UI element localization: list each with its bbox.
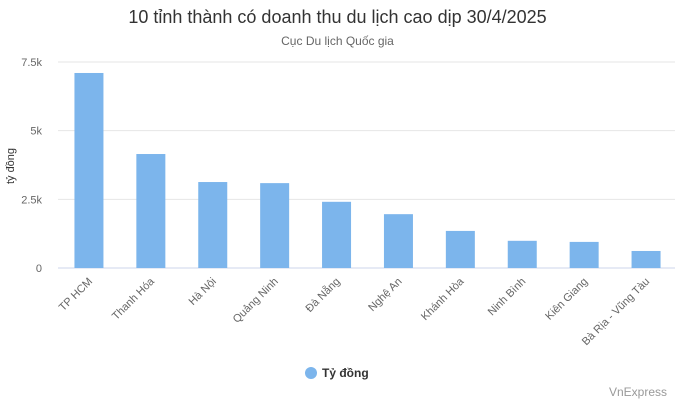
bar[interactable] xyxy=(445,230,475,268)
y-tick-label: 7.5k xyxy=(21,57,42,69)
chart-subtitle: Cục Du lịch Quốc gia xyxy=(281,34,394,48)
bar[interactable] xyxy=(260,183,290,268)
bar[interactable] xyxy=(322,201,352,268)
y-axis-ticks: 0 2.5k 5k 7.5k xyxy=(21,57,42,275)
legend-marker xyxy=(305,367,317,379)
x-axis-ticks: TP HCM Thanh Hóa Hà Nội Quảng Ninh Đà Nẵng Ng… xyxy=(57,275,652,348)
x-tick-label: Đà Nẵng xyxy=(303,275,343,315)
bar[interactable] xyxy=(383,214,413,268)
x-tick-label: Kiên Giang xyxy=(543,276,590,323)
bar[interactable] xyxy=(74,72,104,268)
bar[interactable] xyxy=(569,241,599,268)
bar[interactable] xyxy=(198,182,228,268)
y-tick-label: 2.5k xyxy=(21,194,42,206)
y-tick-label: 0 xyxy=(36,263,42,275)
bar[interactable] xyxy=(136,154,166,268)
y-axis-title: tỷ đồng xyxy=(5,148,17,184)
chart-title: 10 tỉnh thành có doanh thu du lịch cao d… xyxy=(128,7,546,27)
x-tick-label: Khánh Hòa xyxy=(419,275,467,323)
x-tick-label: Quảng Ninh xyxy=(231,276,281,326)
x-tick-label: Nghệ An xyxy=(366,276,404,314)
bar[interactable] xyxy=(631,250,661,268)
x-tick-label: Thanh Hóa xyxy=(110,275,158,323)
bars xyxy=(74,72,661,268)
x-tick-label: Hà Nội xyxy=(187,276,219,308)
legend[interactable]: Tỷ đồng xyxy=(305,366,369,380)
y-tick-label: 5k xyxy=(30,126,42,138)
legend-label[interactable]: Tỷ đồng xyxy=(322,366,369,380)
bar[interactable] xyxy=(507,240,537,268)
credit-text[interactable]: VnExpress xyxy=(609,385,667,399)
x-tick-label: Bà Rịa - Vũng Tàu xyxy=(580,276,652,348)
x-tick-label: TP HCM xyxy=(57,276,95,314)
x-tick-label: Ninh Bình xyxy=(486,276,529,319)
